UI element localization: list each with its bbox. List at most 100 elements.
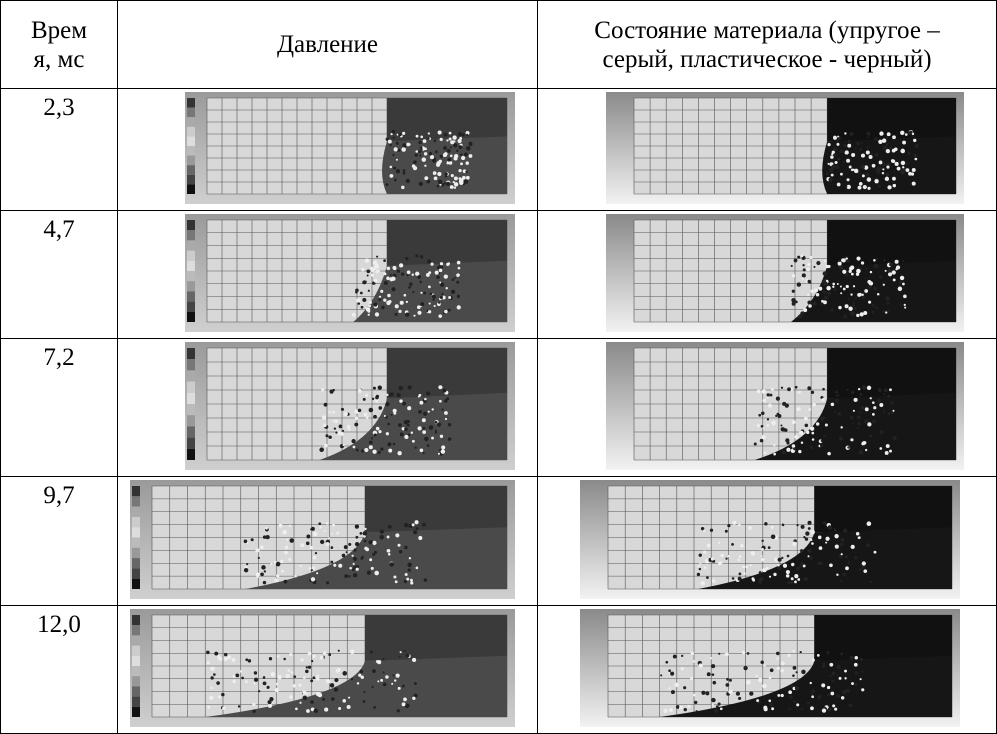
- colorbar-step: [132, 507, 140, 517]
- particle: [793, 447, 796, 450]
- particle: [364, 448, 368, 452]
- particle: [883, 410, 885, 412]
- particle: [420, 302, 424, 306]
- particle: [426, 273, 430, 277]
- particle: [396, 169, 400, 173]
- particle: [369, 441, 373, 445]
- particle: [862, 295, 865, 298]
- particle: [469, 142, 473, 146]
- particle: [355, 417, 358, 420]
- particle: [878, 140, 882, 144]
- particle: [325, 434, 328, 437]
- particle: [771, 388, 774, 391]
- particle: [446, 263, 449, 266]
- particle: [415, 447, 417, 449]
- particle: [310, 700, 314, 704]
- particle: [287, 669, 290, 672]
- particle: [405, 312, 409, 316]
- particle: [738, 697, 741, 700]
- particle: [860, 678, 862, 680]
- particle: [892, 149, 896, 153]
- particle: [867, 177, 872, 182]
- particle: [347, 705, 351, 709]
- particle: [757, 424, 760, 427]
- colorbar-step: [132, 538, 140, 548]
- particle: [452, 278, 455, 281]
- particle: [899, 304, 901, 306]
- particle: [422, 427, 425, 430]
- particle: [387, 267, 391, 271]
- particle: [831, 165, 835, 169]
- particle: [865, 267, 867, 269]
- particle: [439, 281, 441, 283]
- particle: [827, 452, 831, 456]
- particle: [892, 410, 894, 412]
- particle: [759, 571, 762, 574]
- particle: [792, 420, 796, 424]
- particle: [914, 154, 917, 157]
- particle: [391, 414, 393, 416]
- particle: [829, 675, 831, 677]
- particle: [775, 415, 777, 417]
- particle: [850, 438, 853, 441]
- particle: [796, 524, 798, 526]
- particle: [801, 708, 803, 710]
- particle: [373, 706, 376, 709]
- particle: [879, 131, 883, 135]
- particle: [393, 443, 395, 445]
- pressure-image: [185, 92, 515, 204]
- particle: [415, 150, 418, 153]
- particle: [679, 706, 683, 710]
- particle: [797, 282, 801, 286]
- particle: [807, 294, 809, 296]
- particle: [322, 698, 325, 701]
- particle: [434, 140, 437, 143]
- particle: [372, 541, 376, 545]
- particle: [807, 280, 810, 283]
- particle: [826, 161, 828, 163]
- particle: [879, 430, 883, 434]
- particle: [306, 666, 308, 668]
- particle: [828, 708, 832, 712]
- particle: [325, 542, 329, 546]
- particle: [846, 259, 849, 262]
- particle: [791, 265, 793, 267]
- particle: [383, 671, 385, 673]
- particle: [439, 269, 443, 273]
- particle: [446, 162, 449, 165]
- particle: [769, 702, 773, 706]
- particle: [816, 261, 820, 265]
- particle: [859, 450, 864, 455]
- particle: [767, 393, 770, 396]
- particle: [462, 133, 465, 136]
- particle: [850, 311, 855, 316]
- particle: [803, 536, 805, 538]
- particle: [842, 258, 846, 262]
- particle: [845, 304, 849, 308]
- particle: [794, 435, 798, 439]
- particle: [883, 412, 885, 414]
- header-cell: Давление: [118, 1, 538, 89]
- particle: [214, 652, 218, 656]
- particle: [265, 535, 269, 539]
- particle: [438, 314, 442, 318]
- particle: [365, 258, 370, 263]
- particle: [806, 268, 810, 272]
- particle: [836, 140, 839, 143]
- particle: [386, 394, 388, 396]
- particle: [435, 430, 437, 432]
- particle: [725, 558, 727, 560]
- particle: [334, 427, 336, 429]
- particle: [886, 444, 890, 448]
- particle: [374, 551, 377, 554]
- particle: [440, 155, 443, 158]
- particle: [718, 542, 720, 544]
- particle: [814, 288, 818, 292]
- particle: [424, 437, 428, 441]
- particle: [373, 387, 376, 390]
- particle: [263, 681, 267, 685]
- particle: [353, 548, 356, 551]
- particle: [407, 424, 410, 427]
- particle: [787, 555, 790, 558]
- particle: [415, 153, 418, 156]
